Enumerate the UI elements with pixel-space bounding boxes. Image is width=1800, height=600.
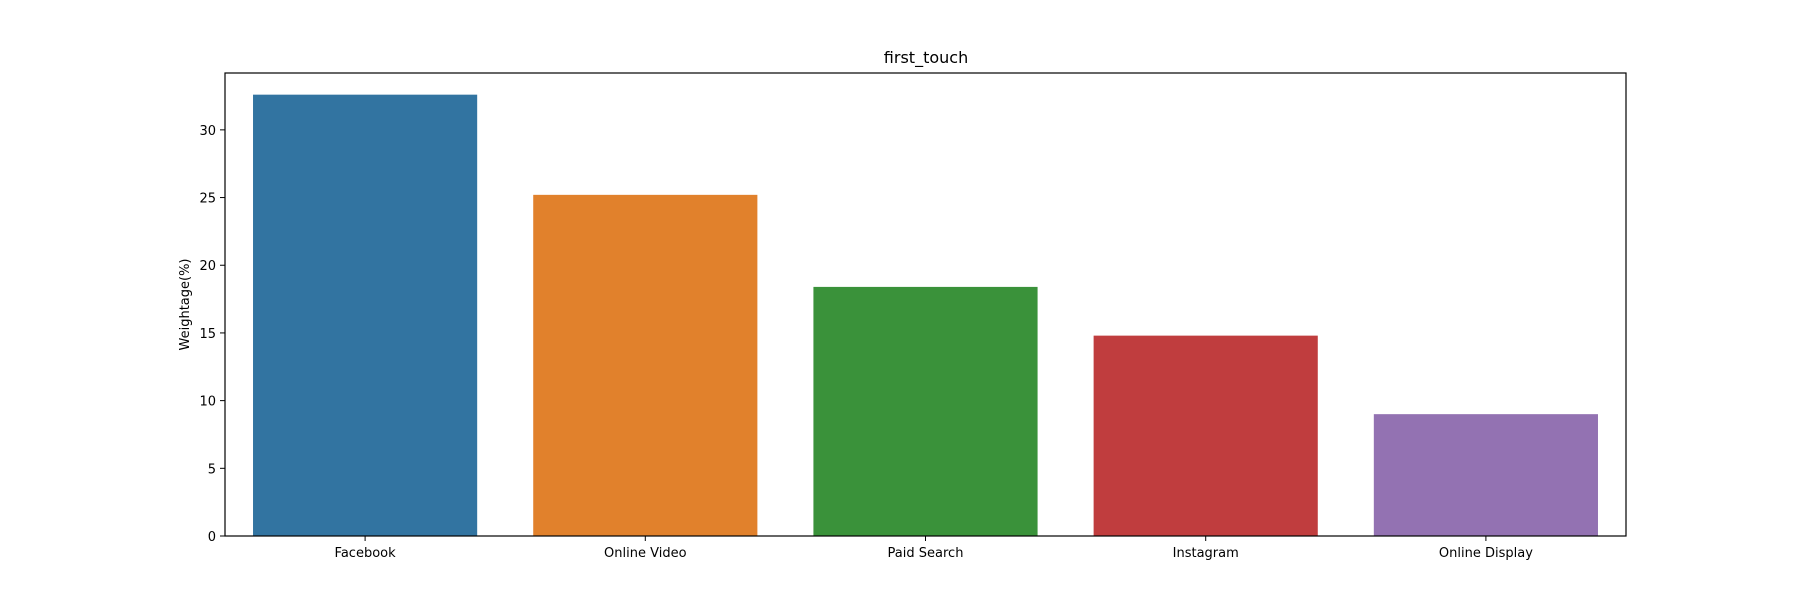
- y-tick-label: 25: [199, 192, 216, 207]
- x-tick-label: Instagram: [1173, 546, 1239, 561]
- y-tick-label: 10: [199, 395, 216, 410]
- y-tick-label: 20: [199, 259, 216, 274]
- bar-paid-search: [813, 286, 1038, 536]
- x-tick-label: Paid Search: [888, 546, 964, 561]
- x-tick-label: Online Video: [604, 546, 687, 561]
- y-tick-label: 0: [208, 530, 216, 545]
- chart-title: first_touch: [884, 48, 968, 68]
- bar-group: [253, 94, 1598, 536]
- y-axis-ticks: 0 5 10 15 20 25 30: [199, 124, 225, 545]
- x-tick-label: Online Display: [1439, 546, 1533, 561]
- bar-online-video: [533, 194, 758, 536]
- plot-frame: [224, 72, 1627, 537]
- x-tick-label: Facebook: [335, 546, 397, 561]
- y-axis-label: Weightage(%): [178, 258, 193, 350]
- y-tick-label: 15: [199, 327, 216, 342]
- y-tick-label: 5: [208, 462, 216, 477]
- y-tick-label: 30: [199, 124, 216, 139]
- bar-instagram: [1093, 335, 1318, 536]
- x-axis-ticks: Facebook Online Video Paid Search Instagram…: [335, 536, 1533, 561]
- bar-online-display: [1373, 414, 1598, 536]
- bar-facebook: [253, 94, 478, 536]
